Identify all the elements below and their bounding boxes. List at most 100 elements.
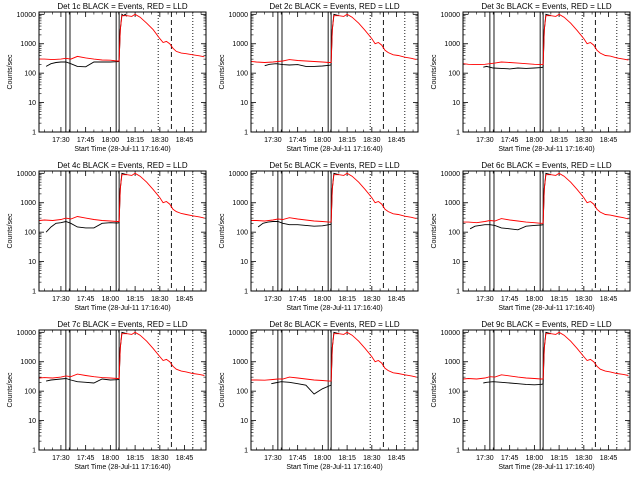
y-tick-label: 10000 xyxy=(17,330,37,337)
x-tick-label: 18:15 xyxy=(550,455,568,462)
x-tick-label: 17:45 xyxy=(501,455,519,462)
panel-title: Det 1c BLACK = Events, RED = LLD xyxy=(57,2,188,11)
y-tick-label: 1 xyxy=(32,289,36,296)
panel-det-9: 1 10 100 1000 10000 17:30 17:45 18:00 18:15 18:30… xyxy=(431,320,631,471)
x-tick-label: 18:15 xyxy=(338,137,356,144)
x-tick-label: 18:00 xyxy=(526,296,544,303)
x-tick-label: 17:45 xyxy=(289,455,307,462)
y-tick-label: 10 xyxy=(240,100,248,107)
x-tick-label: 18:00 xyxy=(314,137,332,144)
x-tick-label: 17:30 xyxy=(264,455,282,462)
x-tick-label: 18:45 xyxy=(176,455,194,462)
lld-series-line xyxy=(39,331,205,379)
x-tick-label: 18:45 xyxy=(600,137,618,144)
plot-frame xyxy=(462,11,631,133)
plot-frame xyxy=(250,170,419,292)
lld-series-line xyxy=(251,172,417,223)
y-tick-label: 1000 xyxy=(20,359,36,366)
y-tick-label: 10000 xyxy=(441,171,461,178)
x-axis-label: Start Time (28-Jul-11 17:16:40) xyxy=(498,305,594,312)
x-tick-label: 17:45 xyxy=(77,137,95,144)
y-tick-label: 10000 xyxy=(229,12,249,19)
y-tick-label: 1000 xyxy=(444,41,460,48)
panel-title: Det 3c BLACK = Events, RED = LLD xyxy=(481,2,612,11)
x-tick-label: 17:45 xyxy=(77,455,95,462)
y-tick-label: 10000 xyxy=(229,171,249,178)
y-axis-label: Counts/sec xyxy=(7,213,14,249)
y-tick-label: 1 xyxy=(244,289,248,296)
plot-frame xyxy=(38,170,207,292)
y-tick-label: 1000 xyxy=(232,41,248,48)
y-tick-label: 1000 xyxy=(232,359,248,366)
x-axis-label: Start Time (28-Jul-11 17:16:40) xyxy=(286,305,382,312)
plot-frame xyxy=(250,329,419,451)
x-axis-label: Start Time (28-Jul-11 17:16:40) xyxy=(286,146,382,153)
lld-series-line xyxy=(39,172,205,222)
events-series-line xyxy=(469,172,552,231)
x-tick-label: 17:45 xyxy=(77,296,95,303)
y-tick-label: 10000 xyxy=(441,330,461,337)
x-tick-label: 17:45 xyxy=(501,137,519,144)
y-tick-label: 1000 xyxy=(444,359,460,366)
x-tick-label: 17:30 xyxy=(52,137,70,144)
x-tick-label: 18:45 xyxy=(388,455,406,462)
y-tick-label: 100 xyxy=(236,230,248,237)
x-tick-label: 18:45 xyxy=(176,137,194,144)
x-tick-label: 18:45 xyxy=(388,137,406,144)
plot-frame xyxy=(462,170,631,292)
x-axis-label: Start Time (28-Jul-11 17:16:40) xyxy=(74,146,170,153)
y-tick-label: 10000 xyxy=(229,330,249,337)
y-tick-label: 1 xyxy=(244,448,248,455)
x-tick-label: 18:45 xyxy=(176,296,194,303)
x-tick-label: 17:30 xyxy=(476,137,494,144)
y-tick-label: 10 xyxy=(240,418,248,425)
x-tick-label: 17:30 xyxy=(264,296,282,303)
y-tick-label: 100 xyxy=(24,389,36,396)
y-tick-label: 10 xyxy=(452,259,460,266)
y-tick-label: 10 xyxy=(452,100,460,107)
events-series-line xyxy=(271,331,340,395)
events-series-line xyxy=(45,13,128,68)
x-tick-label: 18:00 xyxy=(314,455,332,462)
y-axis-label: Counts/sec xyxy=(431,372,438,408)
y-tick-label: 10 xyxy=(28,259,36,266)
panel-title: Det 2c BLACK = Events, RED = LLD xyxy=(269,2,400,11)
panel-title: Det 4c BLACK = Events, RED = LLD xyxy=(57,161,188,170)
plot-frame xyxy=(462,329,631,451)
y-tick-label: 1 xyxy=(244,130,248,137)
lld-series-line xyxy=(463,331,629,380)
x-tick-label: 18:00 xyxy=(102,455,120,462)
lld-series-line xyxy=(463,172,629,224)
x-tick-label: 18:15 xyxy=(126,455,144,462)
x-tick-label: 17:30 xyxy=(476,455,494,462)
x-tick-label: 18:30 xyxy=(363,455,381,462)
x-tick-label: 18:30 xyxy=(151,296,169,303)
x-tick-label: 18:15 xyxy=(126,296,144,303)
x-tick-label: 18:45 xyxy=(388,296,406,303)
y-axis-label: Counts/sec xyxy=(219,54,226,90)
x-tick-label: 17:30 xyxy=(476,296,494,303)
y-tick-label: 10 xyxy=(28,100,36,107)
panel-det-7: 1 10 100 1000 10000 17:30 17:45 18:00 18:15 18:30… xyxy=(7,320,207,471)
y-tick-label: 10 xyxy=(452,418,460,425)
plot-frame xyxy=(38,329,207,451)
events-series-line xyxy=(45,172,128,233)
y-tick-label: 100 xyxy=(448,71,460,78)
x-tick-label: 18:30 xyxy=(575,296,593,303)
y-tick-label: 100 xyxy=(448,230,460,237)
y-axis-label: Counts/sec xyxy=(219,213,226,249)
y-tick-label: 100 xyxy=(24,71,36,78)
lld-series-line xyxy=(463,13,629,66)
y-tick-label: 10 xyxy=(28,418,36,425)
y-tick-label: 10000 xyxy=(441,12,461,19)
x-tick-label: 18:00 xyxy=(526,455,544,462)
y-tick-label: 10 xyxy=(240,259,248,266)
x-tick-label: 18:15 xyxy=(550,296,568,303)
y-tick-label: 1000 xyxy=(20,200,36,207)
x-tick-label: 18:30 xyxy=(363,296,381,303)
panel-title: Det 8c BLACK = Events, RED = LLD xyxy=(269,320,400,329)
x-tick-label: 18:00 xyxy=(526,137,544,144)
y-tick-label: 1 xyxy=(456,289,460,296)
y-tick-label: 1000 xyxy=(20,41,36,48)
y-tick-label: 1 xyxy=(32,130,36,137)
